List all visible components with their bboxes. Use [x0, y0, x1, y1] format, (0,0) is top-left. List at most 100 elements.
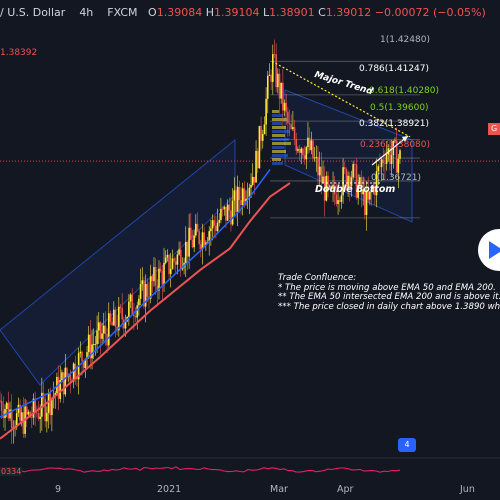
candle-body	[256, 150, 259, 169]
candle-body	[233, 190, 236, 201]
candle-body	[377, 166, 380, 172]
candle-body	[384, 162, 386, 164]
candle-body	[287, 111, 289, 124]
candle-body	[315, 156, 318, 158]
candle-body	[210, 228, 212, 232]
oscillator-value: 0334	[0, 467, 23, 476]
candle-body	[332, 184, 334, 189]
candle-body	[248, 187, 251, 199]
candle-body	[302, 148, 304, 156]
candle-body	[56, 376, 58, 394]
candle-body	[240, 200, 242, 206]
candle-body	[99, 322, 102, 339]
close-value: 1.39012	[325, 6, 372, 19]
candle-body	[375, 171, 378, 196]
candle-body	[340, 195, 343, 202]
alert-badge[interactable]: 4	[398, 438, 416, 452]
candle-body	[20, 412, 23, 421]
symbol-title[interactable]: / U.S. Dollar	[0, 6, 66, 19]
candle-body	[184, 241, 187, 263]
candle-body	[374, 186, 376, 196]
candle-body	[303, 155, 306, 160]
volume-profile-bar	[272, 154, 288, 157]
candle-body	[10, 409, 13, 429]
candle-body	[241, 188, 244, 206]
candle-body	[364, 189, 366, 215]
confluence-title: Trade Confluence:	[278, 273, 357, 283]
candle-body	[348, 175, 351, 187]
candle-body	[397, 158, 400, 173]
candle-body	[169, 268, 172, 275]
candle-body	[275, 54, 277, 88]
candle-body	[5, 402, 8, 409]
candle-body	[9, 409, 11, 419]
candle-body	[119, 306, 122, 308]
candle-body	[328, 186, 331, 188]
candle-body	[102, 325, 105, 334]
candle-body	[37, 413, 40, 419]
fib-label-0: 0(1.36721)	[371, 173, 421, 183]
candle-body	[369, 191, 371, 200]
interval-label[interactable]: 4h	[79, 6, 94, 19]
candle-body	[265, 98, 267, 125]
candle-body	[82, 361, 85, 369]
candle-body	[357, 184, 359, 198]
candle-body	[372, 186, 375, 192]
candle-body	[178, 249, 180, 255]
candle-body	[74, 363, 77, 379]
candle-body	[124, 321, 127, 329]
candle-body	[251, 176, 254, 186]
candle-body	[149, 276, 152, 299]
candle-body	[101, 333, 103, 339]
candle-body	[273, 54, 276, 55]
candle-body	[0, 400, 3, 411]
volume-profile-bar	[272, 122, 282, 125]
candle-body	[228, 204, 231, 211]
candle-body	[231, 200, 234, 225]
candle-body	[327, 175, 329, 187]
fib-label-0236: 0.236(1.38080)	[360, 140, 431, 150]
candle-body	[295, 138, 298, 151]
candle-body	[158, 268, 160, 291]
candle-body	[128, 301, 130, 317]
candle-body	[245, 198, 247, 202]
candle-body	[268, 74, 271, 76]
candle-body	[394, 140, 396, 142]
replay-button[interactable]	[478, 229, 500, 271]
candle-body	[166, 254, 169, 258]
candle-body	[223, 206, 226, 210]
candle-body	[59, 380, 62, 399]
candle-body	[36, 412, 38, 414]
candle-body	[282, 82, 284, 111]
trade-confluence-note: Trade Confluence: * The price is moving …	[278, 273, 500, 312]
candle-body	[352, 164, 354, 178]
candle-body	[261, 133, 264, 141]
candle-body	[298, 149, 301, 153]
candle-body	[347, 175, 349, 188]
candle-body	[153, 267, 155, 282]
candle-body	[154, 267, 157, 286]
candle-body	[260, 125, 262, 141]
candle-body	[15, 413, 18, 428]
candle-body	[198, 231, 200, 245]
candle-body	[216, 222, 219, 232]
candle-body	[168, 254, 170, 275]
candle-body	[141, 280, 144, 285]
candle-body	[236, 186, 239, 212]
volume-profile-bar	[272, 158, 281, 161]
candle-body	[322, 176, 324, 183]
open-label: O	[148, 6, 157, 19]
candle-body	[22, 412, 25, 434]
candle-body	[389, 148, 391, 164]
right-price-tag: G	[488, 123, 500, 135]
ascending-channel	[0, 138, 236, 386]
candle-body	[86, 352, 88, 359]
candle-body	[253, 176, 256, 183]
confluence-point-1: * The price is moving above EMA 50 and E…	[278, 282, 496, 293]
candle-body	[186, 241, 189, 257]
candle-body	[342, 167, 344, 196]
candle-body	[69, 374, 72, 381]
candle-body	[325, 175, 328, 201]
